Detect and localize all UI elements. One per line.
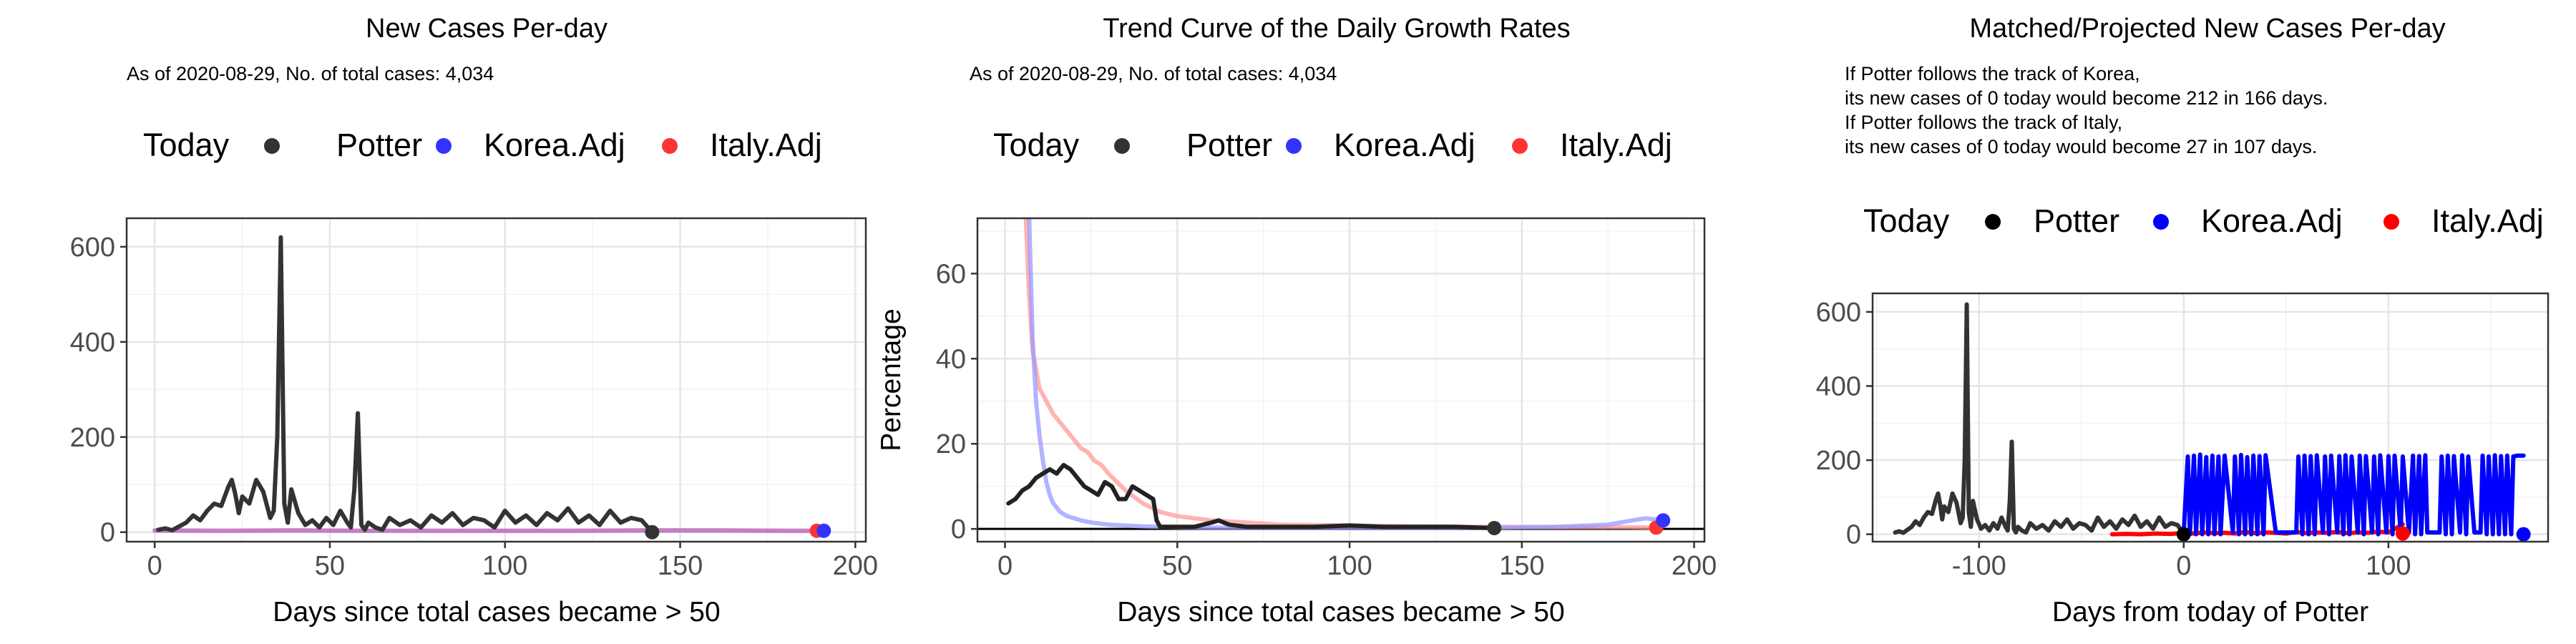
chart-title: Trend Curve of the Daily Growth Rates [1103, 14, 1570, 44]
chart-subtitle: As of 2020-08-29, No. of total cases: 4,… [970, 63, 1337, 84]
x-tick-label: 100 [482, 551, 527, 581]
plot-border [1871, 292, 2550, 543]
x-tick-label: 100 [2366, 551, 2411, 581]
panel-new-cases-per-day: New Cases Per-day As of 2020-08-29, No. … [70, 14, 878, 628]
today-point-korea-adj [1656, 513, 1671, 528]
legend-title: Today [993, 127, 1080, 163]
x-tick-label: 200 [833, 551, 878, 581]
legend-key-italy-adj [662, 138, 678, 154]
legend-title: Today [143, 127, 230, 163]
x-axis-title: Days since total cases became > 50 [1117, 597, 1564, 628]
panel-matched-projected: Matched/Projected New Cases Per-day If P… [1816, 14, 2550, 628]
x-tick-label: 50 [315, 551, 345, 581]
series-line-korea-adj [2181, 452, 2526, 537]
today-points [645, 523, 831, 540]
series-line-italy-adj [152, 528, 819, 533]
chart-title: Matched/Projected New Cases Per-day [1969, 14, 2445, 44]
y-tick-label: 40 [936, 344, 966, 374]
y-tick-label: 200 [70, 423, 115, 453]
legend-label-potter: Potter [1186, 127, 1272, 163]
y-tick-label: 400 [70, 328, 115, 358]
series-line-potter [1006, 462, 1497, 530]
y-tick-label: 0 [1846, 520, 1861, 550]
y-tick-label: 0 [951, 514, 966, 545]
series-lines [1893, 302, 2526, 537]
today-point-korea-adj [2516, 527, 2531, 542]
annotation-line: its new cases of 0 today would become 27… [1845, 136, 2317, 157]
x-tick-label: 0 [147, 551, 162, 581]
axis-ticks: -100 0 100 0 200 400 600 [1816, 298, 2411, 581]
chart-title: New Cases Per-day [366, 14, 608, 44]
legend: Today Potter Korea.Adj Italy.Adj [1863, 203, 2544, 239]
chart-subtitle: As of 2020-08-29, No. of total cases: 4,… [127, 63, 494, 84]
legend-key-korea-adj [436, 138, 452, 154]
axis-ticks: 0 50 100 150 200 0 20 40 60 [936, 259, 1717, 581]
x-tick-label: 150 [658, 551, 703, 581]
legend-title: Today [1863, 203, 1950, 239]
legend-label-korea-adj: Korea.Adj [484, 127, 625, 163]
x-tick-label: 0 [2176, 551, 2191, 581]
y-tick-label: 200 [1816, 446, 1861, 476]
axis-ticks: 0 50 100 150 200 0 200 400 600 [70, 233, 878, 581]
today-point-italy-adj [2395, 526, 2410, 541]
legend-label-italy-adj: Italy.Adj [2431, 203, 2544, 239]
series-lines [152, 235, 826, 535]
y-tick-label: 60 [936, 259, 966, 289]
x-tick-label: 150 [1499, 551, 1544, 581]
legend-label-korea-adj: Korea.Adj [1334, 127, 1475, 163]
plot-background [127, 218, 866, 542]
plot-border [976, 217, 1706, 543]
annotation-line: If Potter follows the track of Korea, [1845, 63, 2140, 84]
y-tick-label: 600 [1816, 298, 1861, 328]
legend-key-korea-adj [1286, 138, 1302, 154]
y-axis-title: Percentage [876, 308, 907, 451]
x-axis-title: Days since total cases became > 50 [273, 597, 720, 628]
annotation-text: If Potter follows the track of Korea, it… [1845, 63, 2328, 157]
legend-key-korea-adj [2153, 214, 2169, 230]
y-tick-label: 600 [70, 233, 115, 263]
plot-border [125, 217, 867, 543]
legend-label-potter: Potter [2034, 203, 2119, 239]
legend-label-italy-adj: Italy.Adj [710, 127, 822, 163]
series-line-potter [1893, 302, 2186, 537]
today-points [2176, 526, 2531, 542]
legend-key-italy-adj [1512, 138, 1528, 154]
x-tick-label: 100 [1327, 551, 1372, 581]
x-tick-label: 200 [1672, 551, 1717, 581]
legend-key-italy-adj [2384, 214, 2399, 230]
series-line-potter [156, 235, 655, 535]
y-tick-label: 400 [1816, 371, 1861, 401]
plot-background [977, 218, 1704, 542]
x-tick-label: 0 [997, 551, 1013, 581]
legend: Today Potter Korea.Adj Italy.Adj [993, 127, 1672, 163]
legend-label-korea-adj: Korea.Adj [2201, 203, 2343, 239]
y-tick-label: 20 [936, 429, 966, 459]
legend-key-potter [1985, 214, 2001, 230]
y-tick-label: 0 [100, 518, 115, 548]
today-point-potter [2176, 527, 2191, 542]
panel-daily-growth-rates: Trend Curve of the Daily Growth Rates As… [876, 14, 1717, 628]
legend: Today Potter Korea.Adj Italy.Adj [143, 127, 822, 163]
x-axis-title: Days from today of Potter [2052, 597, 2368, 628]
today-point-potter [645, 525, 660, 540]
today-points [1487, 513, 1671, 535]
series-line-korea-adj [1027, 218, 1666, 530]
today-point-korea-adj [816, 523, 831, 538]
x-tick-label: 50 [1162, 551, 1192, 581]
legend-label-italy-adj: Italy.Adj [1560, 127, 1672, 163]
today-point-potter [1487, 520, 1502, 535]
legend-label-potter: Potter [336, 127, 422, 163]
series-lines [1006, 218, 1666, 530]
legend-key-potter [1114, 138, 1130, 154]
annotation-line: If Potter follows the track of Italy, [1845, 112, 2122, 133]
x-tick-label: -100 [1952, 551, 2006, 581]
annotation-line: its new cases of 0 today would become 21… [1845, 87, 2328, 109]
legend-key-potter [264, 138, 280, 154]
